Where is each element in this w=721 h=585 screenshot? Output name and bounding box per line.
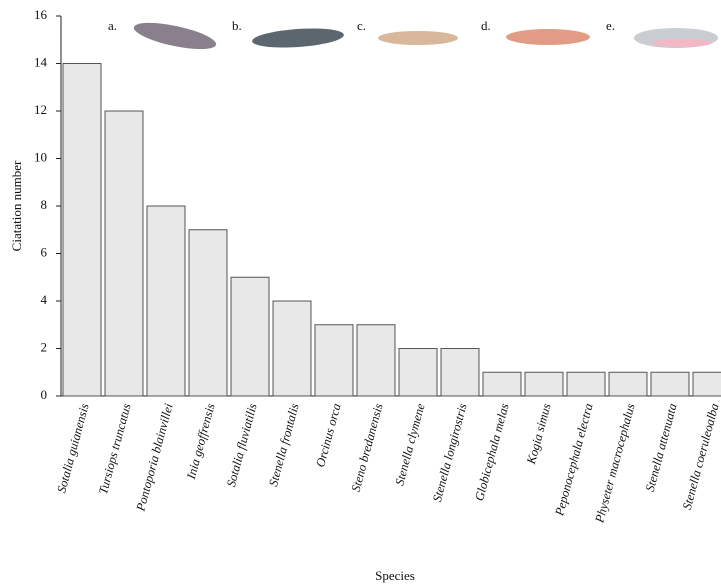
x-tick-label: Sotalia fluviatilis bbox=[224, 402, 260, 489]
x-tick-label: Stenella attenuata bbox=[643, 402, 680, 493]
chart: Ciatation number Species 0 2 4 6 8 10 12 14 16 a.… bbox=[0, 0, 721, 585]
x-tick-label: Stenella clymene bbox=[392, 401, 427, 487]
y-tick-label: 8 bbox=[41, 197, 48, 212]
annotation: a. bbox=[108, 18, 117, 33]
y-tick-label: 14 bbox=[34, 54, 48, 69]
bar bbox=[609, 372, 647, 396]
y-axis-label: Ciatation number bbox=[9, 160, 24, 251]
bar bbox=[441, 349, 479, 397]
bar bbox=[693, 372, 721, 396]
x-tick-label: Kogia simus bbox=[524, 402, 554, 467]
bar bbox=[231, 277, 269, 396]
x-tick-label: Steno bredanensis bbox=[349, 402, 386, 494]
bar bbox=[315, 325, 353, 396]
annotation: c. bbox=[357, 18, 366, 33]
y-tick-label: 2 bbox=[41, 339, 48, 354]
x-tick-label: Orcinus orca bbox=[313, 402, 343, 469]
bar bbox=[273, 301, 311, 396]
bar bbox=[189, 230, 227, 396]
x-tick-label: Stenella frontalis bbox=[266, 402, 302, 488]
dolphin-c bbox=[378, 31, 458, 45]
bar bbox=[483, 372, 521, 396]
y-tick-label: 12 bbox=[34, 102, 47, 117]
y-tick-label: 4 bbox=[41, 292, 48, 307]
bar bbox=[147, 206, 185, 396]
y-tick-label: 6 bbox=[41, 244, 48, 259]
x-tick-label: Tursiops truncatus bbox=[96, 402, 134, 496]
dolphin-d bbox=[506, 29, 590, 45]
x-axis-label: Species bbox=[375, 568, 415, 583]
x-tick-label: Pontoporia blainvillei bbox=[133, 401, 176, 513]
y-tick-label: 0 bbox=[41, 387, 48, 402]
bar bbox=[567, 372, 605, 396]
page: {"chart_data": {"type": "bar", "x_label"… bbox=[0, 0, 721, 585]
dolphin-a bbox=[132, 17, 218, 54]
x-tick-label: Stenella coeruleoalba bbox=[680, 402, 721, 511]
annotation: d. bbox=[481, 18, 491, 33]
bar bbox=[357, 325, 395, 396]
dolphin-e-belly bbox=[652, 39, 712, 47]
x-tick-label: Globicephala melas bbox=[472, 402, 512, 503]
illustrations bbox=[132, 17, 718, 54]
bar bbox=[651, 372, 689, 396]
x-tick-label: Physeter macrocephalus bbox=[592, 402, 638, 525]
x-tick-label: Peponocephala electra bbox=[552, 402, 596, 518]
x-tick-label: Inia geoffrensis bbox=[184, 402, 218, 482]
bar bbox=[399, 349, 437, 397]
bar bbox=[63, 64, 101, 397]
annotation: e. bbox=[606, 18, 615, 33]
y-tick-label: 10 bbox=[34, 149, 47, 164]
bar bbox=[525, 372, 563, 396]
bar bbox=[105, 111, 143, 396]
x-tick-label: Stenella longirostris bbox=[430, 402, 470, 504]
annotation: b. bbox=[232, 18, 242, 33]
y-tick-label: 16 bbox=[34, 7, 48, 22]
x-tick-label: Sotalia guianensis bbox=[54, 402, 91, 495]
dolphin-b bbox=[251, 26, 344, 50]
